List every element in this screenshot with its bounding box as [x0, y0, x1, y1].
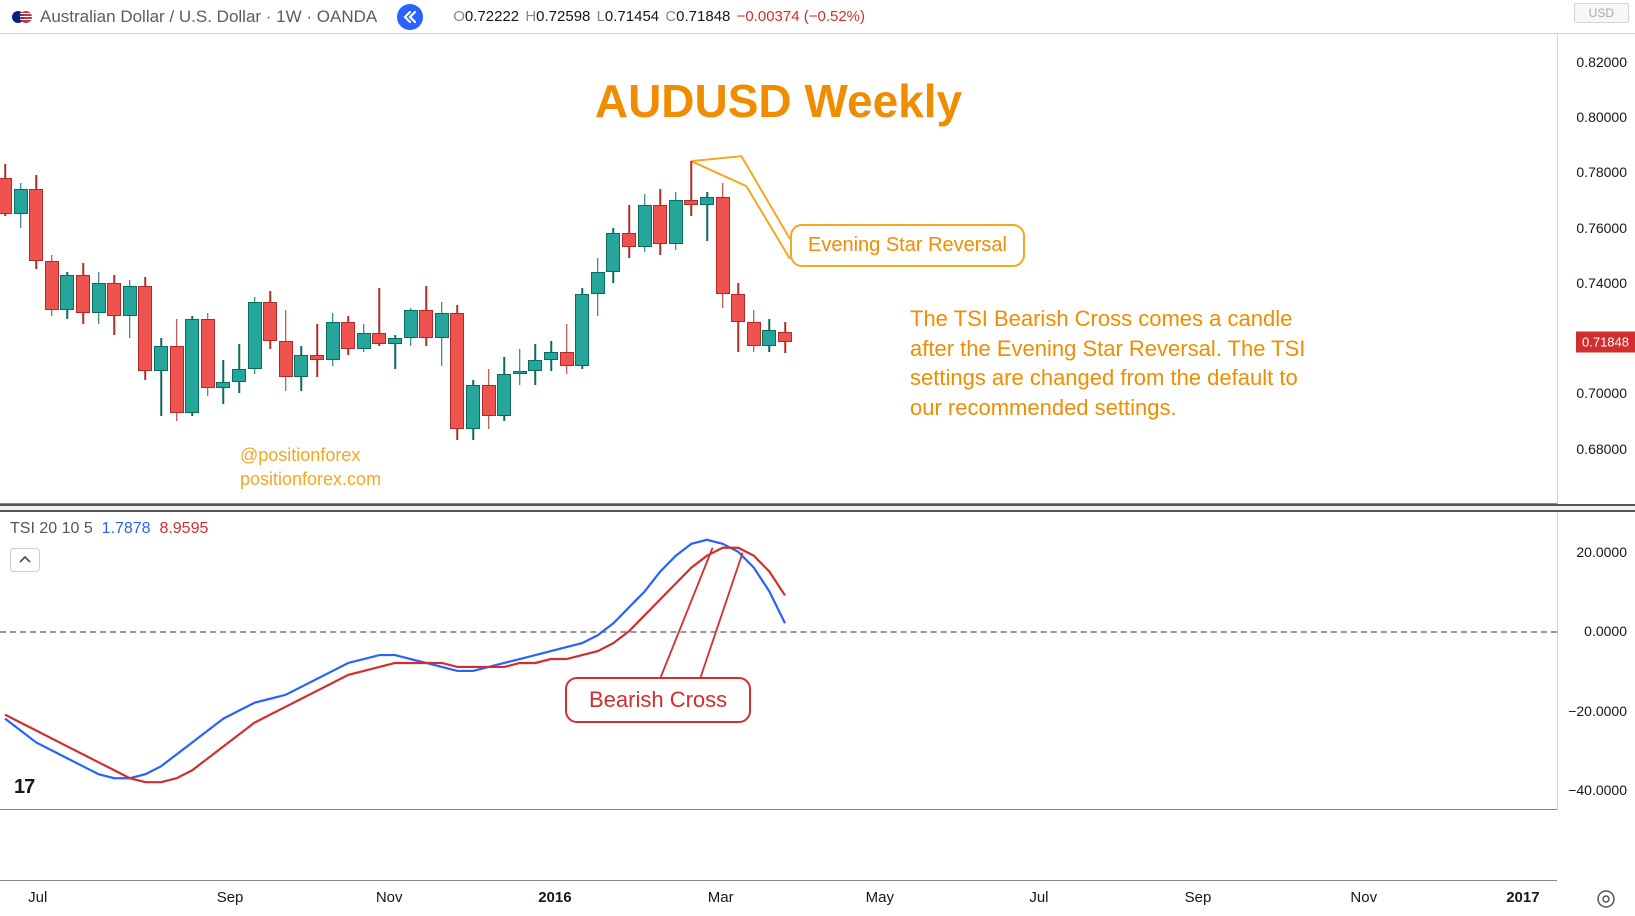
evening-star-callout: Evening Star Reversal — [790, 224, 1025, 267]
panel-separator[interactable] — [0, 504, 1635, 512]
currency-pair-icon — [12, 7, 32, 27]
price-chart[interactable]: AUDUSD Weekly Evening Star Reversal The … — [0, 34, 1557, 504]
watermark-handle: @positionforex — [240, 444, 381, 467]
indicator-lines — [0, 512, 1557, 809]
bearish-cross-callout: Bearish Cross — [565, 677, 751, 723]
rewind-button[interactable] — [397, 4, 423, 30]
indicator-label[interactable]: TSI 20 10 5 1.7878 8.9595 — [10, 520, 208, 538]
chart-title: AUDUSD Weekly — [595, 74, 962, 128]
annotation-text: The TSI Bearish Cross comes a candle aft… — [910, 304, 1330, 423]
price-axis[interactable]: 0.820000.800000.780000.760000.740000.718… — [1557, 34, 1635, 504]
settings-icon[interactable] — [1595, 888, 1617, 910]
watermark: @positionforex positionforex.com — [240, 444, 381, 491]
chart-header: Australian Dollar / U.S. Dollar · 1W · O… — [0, 0, 1635, 34]
collapse-button[interactable] — [10, 548, 40, 572]
tsi-indicator-panel[interactable]: TSI 20 10 5 1.7878 8.9595 Bearish Cross … — [0, 512, 1557, 810]
zero-line — [0, 631, 1557, 633]
watermark-url: positionforex.com — [240, 468, 381, 491]
ohlc-readout: O0.72222 H0.72598 L0.71454 C0.71848 −0.0… — [453, 8, 865, 25]
currency-selector[interactable]: USD — [1574, 3, 1629, 23]
indicator-axis[interactable]: 20.00000.0000−20.0000−40.0000 — [1557, 512, 1635, 810]
tradingview-logo: 17 — [14, 776, 34, 799]
time-axis[interactable]: JulSepNov2016MarMayJulSepNov2017 — [0, 880, 1557, 916]
symbol-title[interactable]: Australian Dollar / U.S. Dollar · 1W · O… — [40, 7, 377, 27]
